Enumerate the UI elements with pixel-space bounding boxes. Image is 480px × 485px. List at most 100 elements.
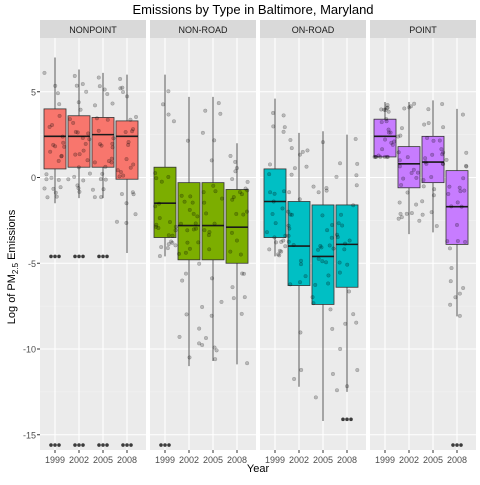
y-axis-label: Log of PM2.5 Emissions [6,209,20,324]
x-tick-label: 1999 [45,455,65,465]
jitter-point [75,183,80,188]
jitter-point [56,158,61,163]
jitter-point [123,130,128,135]
jitter-point [124,220,129,225]
jitter-point [78,107,83,112]
jitter-point [76,100,81,105]
jitter-point [267,162,272,167]
jitter-point [49,175,54,180]
jitter-point [397,164,402,169]
jitter-point [229,230,234,235]
jitter-point [330,326,335,331]
jitter-point [117,174,122,179]
jitter-point [97,84,102,89]
jitter-point [191,227,196,232]
jitter-point [286,223,291,228]
jitter-point [444,157,449,162]
jitter-point [201,190,206,195]
jitter-point [324,186,329,191]
jitter-point [154,176,159,181]
jitter-point [319,245,324,250]
jitter-point [330,371,335,376]
jitter-point [463,239,468,244]
box [373,118,397,158]
jitter-point [92,160,97,165]
jitter-point [429,175,434,180]
jitter-point [111,136,116,141]
jitter-point [324,260,329,265]
jitter-point [210,276,215,281]
jitter-point [407,105,412,110]
jitter-point [120,85,125,90]
jitter-point [169,239,174,244]
jitter-point [268,190,273,195]
jitter-point [81,148,86,153]
jitter-point [234,211,239,216]
jitter-point [320,140,325,145]
jitter-point [316,190,321,195]
jitter-point [389,140,394,145]
jitter-point [459,204,464,209]
jitter-point [76,186,81,191]
jitter-point [431,193,436,198]
outlier-point [97,254,101,259]
jitter-point [51,142,56,147]
jitter-point [378,154,383,159]
jitter-point [281,129,286,134]
jitter-point [167,220,172,225]
jitter-point [324,188,329,193]
jitter-point [207,247,212,252]
jitter-point [316,247,321,252]
jitter-point [374,154,379,159]
jitter-point [421,184,426,189]
jitter-point [109,156,114,161]
y-tick-label: 0 [31,173,36,183]
jitter-point [209,313,214,318]
jitter-point [327,243,332,248]
jitter-point [457,313,462,318]
jitter-point [231,296,236,301]
jitter-point [194,226,199,231]
jitter-point [206,233,211,238]
box [67,115,91,168]
jitter-point [431,138,436,143]
box [311,204,335,305]
jitter-point [455,239,460,244]
jitter-point [440,152,445,157]
jitter-point [421,178,426,183]
jitter-point [287,190,292,195]
jitter-point [193,221,198,226]
jitter-point [401,176,406,181]
jitter-point [200,343,205,348]
jitter-point [453,295,458,300]
jitter-point [287,226,292,231]
y-axis-label-main: Log of PM [6,274,18,324]
jitter-point [345,262,350,267]
jitter-point [187,355,192,360]
jitter-point [241,212,246,217]
jitter-point [414,202,419,207]
jitter-point [271,199,276,204]
jitter-point [457,291,462,296]
jitter-point [412,101,417,106]
jitter-point [289,146,294,151]
jitter-point [398,133,403,138]
jitter-point [245,209,250,214]
jitter-point [334,174,339,179]
panel-background [40,38,146,450]
jitter-point [354,173,359,178]
jitter-point [304,164,309,169]
jitter-point [59,153,64,158]
box [445,170,469,245]
jitter-point [354,183,359,188]
jitter-point [388,130,393,135]
x-tick-label: 2005 [423,455,443,465]
jitter-point [313,395,318,400]
facet-strip [40,20,146,38]
jitter-point [124,157,129,162]
jitter-point [380,147,385,152]
jitter-point [170,240,175,245]
box [153,166,177,238]
jitter-point [299,367,304,372]
jitter-point [292,166,297,171]
